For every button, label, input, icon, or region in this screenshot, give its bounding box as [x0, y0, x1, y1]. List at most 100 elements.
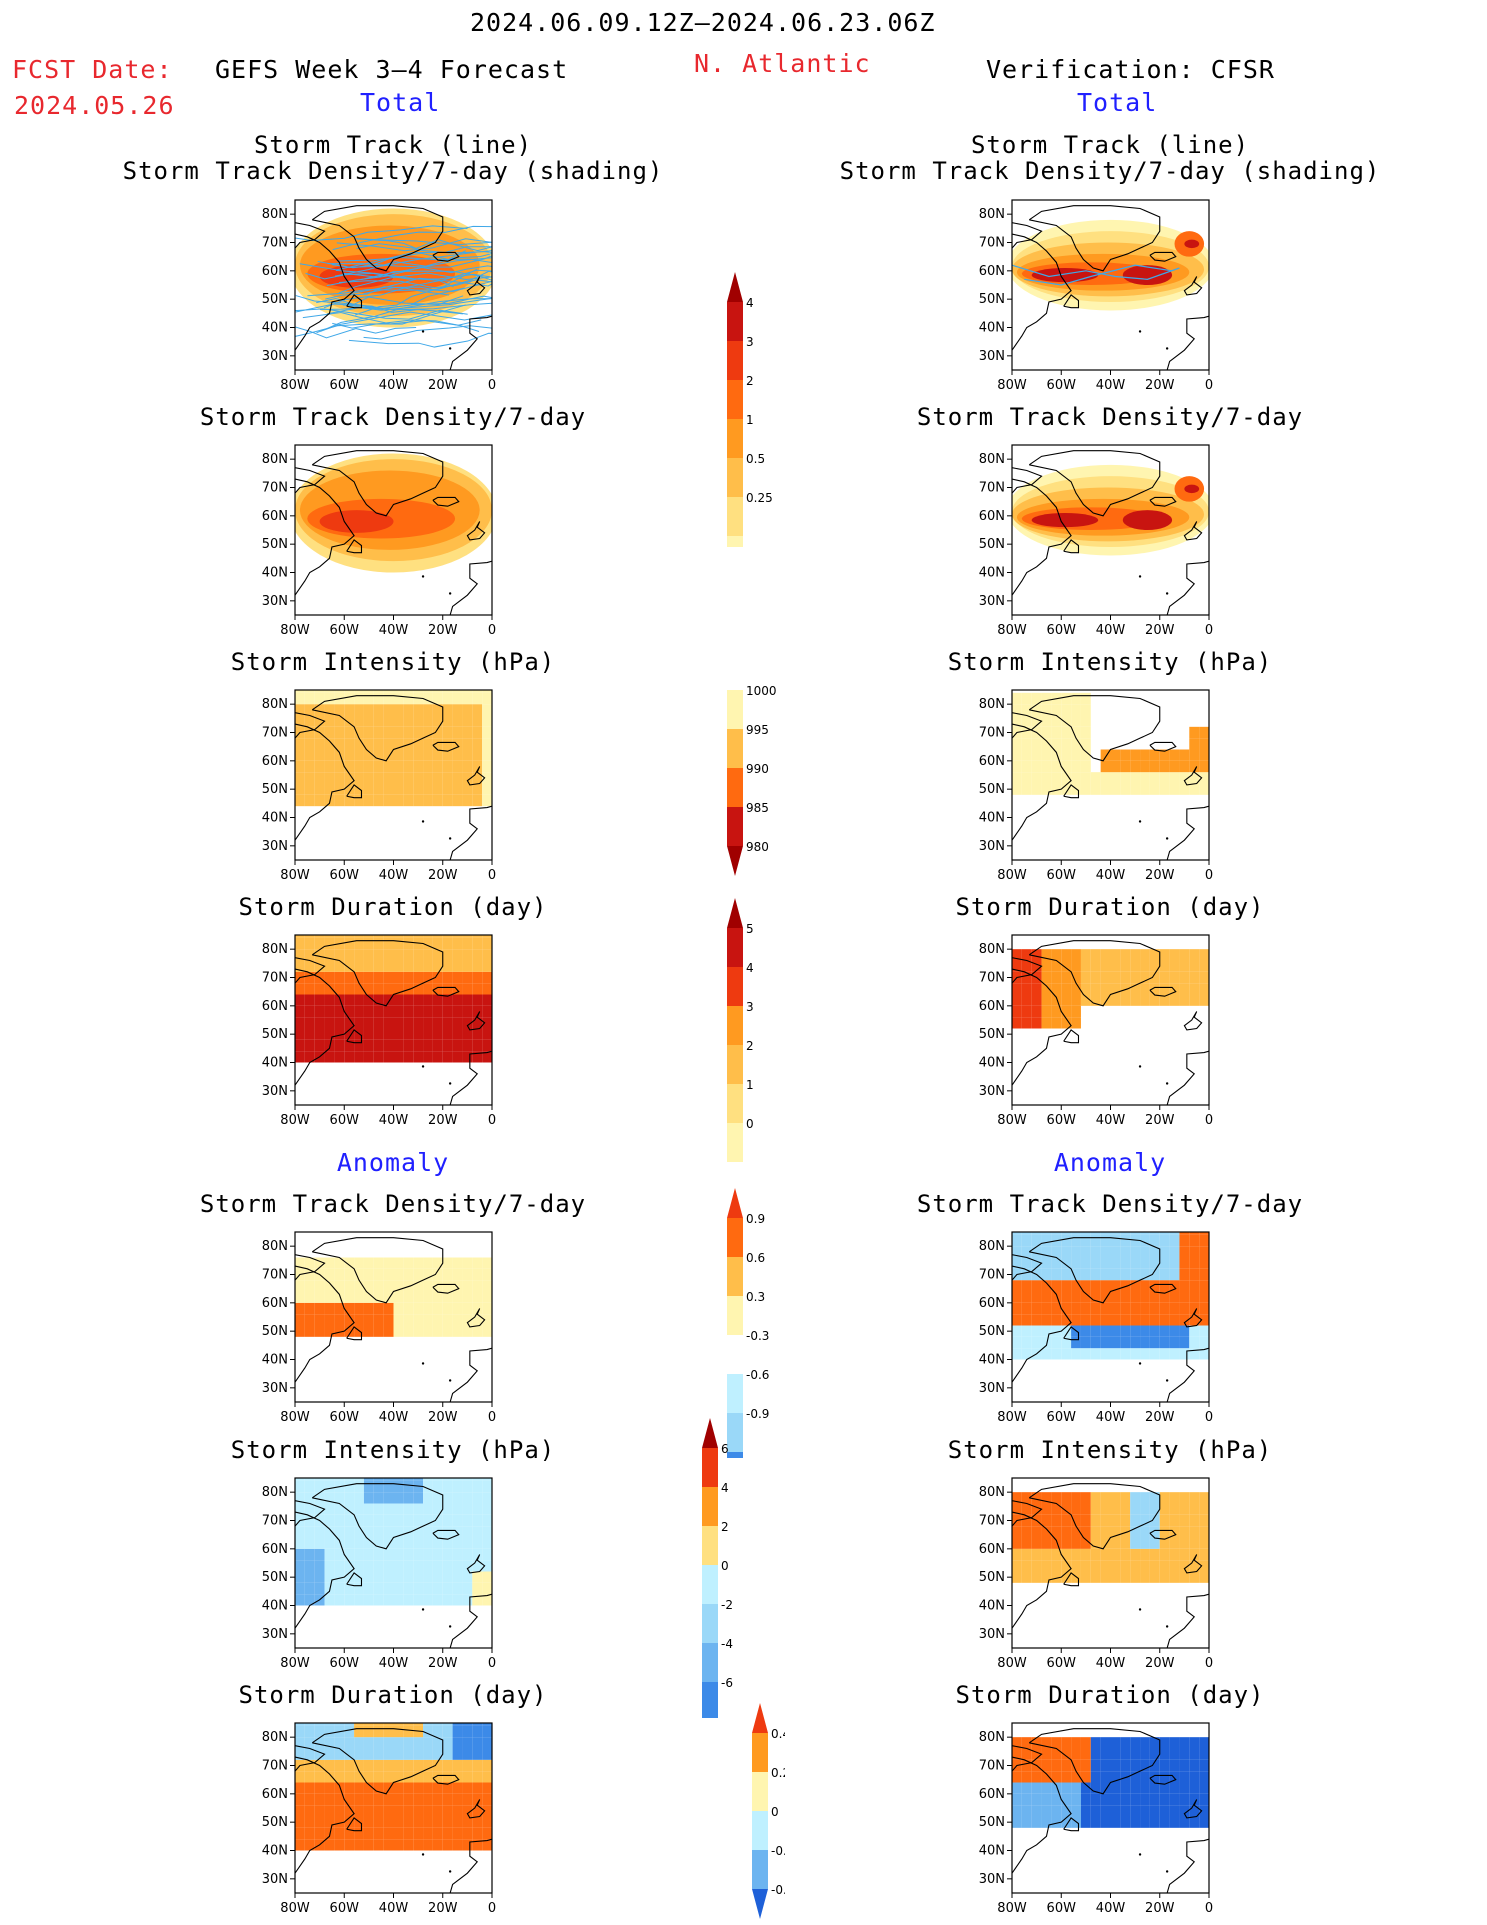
colorbar-label: 2 — [746, 1039, 754, 1053]
colorbar-segment — [727, 497, 743, 536]
grid-cell — [1090, 1268, 1101, 1281]
grid-cell — [1080, 1793, 1091, 1806]
grid-cell — [324, 1839, 335, 1851]
grid-cell — [1169, 1336, 1180, 1349]
grid-cell — [1100, 749, 1111, 761]
iberia-africa-coastline — [1166, 1838, 1209, 1893]
map-content — [295, 935, 492, 1105]
grid-cell — [462, 937, 473, 950]
grid-cell — [1031, 1280, 1042, 1292]
grid-cell — [1051, 1257, 1062, 1269]
grid-cell — [363, 1748, 374, 1760]
grid-cell — [1159, 760, 1170, 773]
colorbar-segment — [752, 1772, 768, 1811]
grid-cell — [324, 1548, 335, 1561]
colorbar-label: 2 — [721, 1520, 729, 1534]
grid-cell — [452, 983, 463, 995]
grid-cell — [1169, 983, 1180, 995]
grid-cell — [1159, 1268, 1170, 1281]
grid-cell — [344, 1725, 355, 1738]
grid-cell — [393, 1548, 404, 1561]
grid-cell — [432, 1526, 443, 1538]
grid-cell — [295, 994, 305, 1006]
grid-cell — [1199, 1771, 1209, 1783]
grid-cell — [334, 1280, 345, 1292]
grid-cell — [304, 949, 315, 961]
grid-cell — [334, 1039, 345, 1052]
lat-tick-label: 80N — [979, 207, 1005, 222]
grid-cell — [442, 1771, 453, 1783]
colorbar-label: -0.4 — [771, 1883, 785, 1897]
grid-cell — [1110, 1336, 1121, 1349]
grid-cell — [383, 1291, 394, 1303]
grid-cell — [452, 1827, 463, 1840]
colorbar-label: 980 — [746, 840, 769, 854]
grid-cell — [1179, 1268, 1190, 1281]
map-content — [1012, 1728, 1209, 1893]
grid-cell — [432, 1492, 443, 1504]
grid-cell — [1021, 1268, 1032, 1281]
grid-cell — [334, 1005, 345, 1018]
grid-cell — [1189, 1268, 1200, 1281]
grid-cell — [373, 1291, 384, 1303]
grid-cell — [383, 760, 394, 773]
grid-cell — [1051, 1268, 1062, 1281]
grid-cell — [373, 1737, 384, 1749]
grid-cell — [1110, 1748, 1121, 1760]
grid-cell — [1120, 971, 1131, 984]
grid-cell — [363, 772, 374, 784]
grid-cell — [1041, 1017, 1052, 1029]
colorbar-arrow-top — [727, 898, 743, 928]
grid-cell — [1061, 1005, 1072, 1018]
azores-island — [1138, 820, 1142, 823]
grid-cell — [432, 1748, 443, 1760]
lon-tick-label: 60W — [1047, 1410, 1077, 1425]
colorbar-label: 4 — [746, 296, 754, 310]
grid-cell — [1041, 749, 1052, 761]
grid-cell — [472, 1039, 483, 1052]
grid-cell — [462, 1325, 473, 1337]
grid-cell — [1041, 1805, 1052, 1817]
grid-cell — [1169, 1737, 1180, 1749]
grid-cell — [314, 738, 325, 750]
grid-cell — [363, 1526, 374, 1538]
grid-cell — [1169, 1348, 1180, 1360]
grid-cell — [1120, 1492, 1131, 1504]
grid-cell — [1169, 1503, 1180, 1515]
grid-cell — [1189, 760, 1200, 773]
grid-cell — [1012, 1737, 1022, 1749]
grid-cell — [1012, 1336, 1022, 1349]
grid-cell — [324, 1723, 335, 1726]
grid-cell — [1061, 1246, 1072, 1258]
grid-cell — [1149, 1232, 1160, 1235]
greenland-coastline — [1028, 695, 1161, 762]
grid-cell — [1149, 1514, 1160, 1527]
grid-cell — [304, 1268, 315, 1281]
grid-cell — [1071, 704, 1081, 716]
madeira-island — [1165, 1870, 1169, 1873]
grid-cell — [432, 1503, 443, 1515]
grid-cell — [393, 994, 404, 1006]
grid-cell — [1179, 1514, 1190, 1527]
grid-cell — [1159, 1348, 1170, 1360]
grid-cell — [344, 1503, 355, 1515]
grid-cell — [1090, 783, 1101, 795]
grid-cell — [393, 1028, 404, 1040]
iberia-africa-coastline — [1166, 805, 1209, 860]
grid-cell — [304, 1478, 315, 1481]
grid-cell — [1090, 1571, 1101, 1583]
grid-cell — [295, 1480, 305, 1493]
grid-cell — [423, 1723, 433, 1726]
grid-cell — [1159, 1526, 1170, 1538]
lon-tick-label: 0 — [1205, 1113, 1213, 1128]
grid-cell — [295, 704, 305, 716]
grid-cell — [383, 1748, 394, 1760]
colorbar-segment — [727, 1296, 743, 1335]
grid-cell — [1021, 1782, 1032, 1794]
grid-cell — [413, 1582, 424, 1595]
right-density-anom-title: Storm Track Density/7-day — [916, 1190, 1304, 1218]
azores-island — [421, 1362, 425, 1365]
grid-cell — [1189, 1336, 1200, 1349]
colorbar-label: -0.9 — [746, 1407, 769, 1421]
lat-tick-label: 40N — [979, 1844, 1005, 1859]
